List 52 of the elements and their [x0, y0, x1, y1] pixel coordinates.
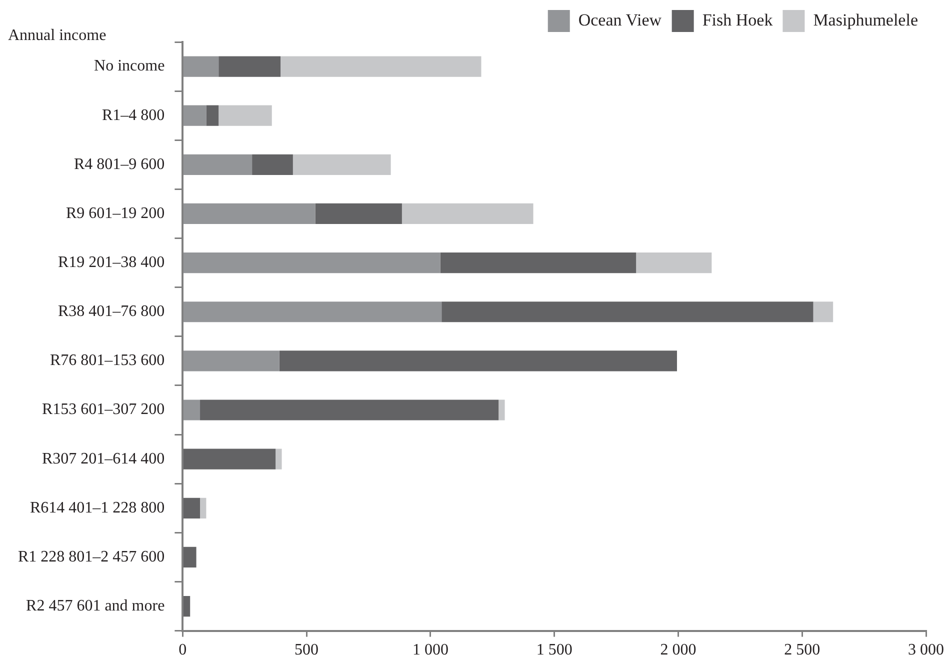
bar — [315, 203, 402, 224]
y-tick-label: R38 401–76 800 — [58, 303, 165, 320]
y-tick-label: R76 801–153 600 — [50, 352, 165, 370]
y-axis-title: Annual income — [8, 27, 106, 44]
y-tick-label: R9 601–19 200 — [66, 204, 165, 222]
y-tick-label: R1 228 801–2 457 600 — [18, 548, 165, 566]
y-tick-label: R2 457 601 and more — [26, 597, 165, 614]
bar — [218, 105, 272, 126]
x-tick-label: 2 500 — [784, 642, 820, 659]
bar — [183, 56, 219, 77]
legend-label: Ocean View — [578, 10, 662, 30]
x-tick-label: 1 500 — [536, 642, 572, 659]
bar — [183, 546, 196, 568]
legend-label: Fish Hoek — [702, 10, 774, 30]
y-tick-label: R1–4 800 — [102, 106, 165, 124]
legend-label: Masiphumelele — [813, 10, 918, 30]
bar — [813, 302, 834, 322]
bar — [183, 105, 206, 126]
bar — [206, 105, 219, 126]
y-tick-label: R614 401–1 228 800 — [30, 499, 165, 516]
bar — [440, 252, 636, 274]
x-tick-label: 3 000 — [908, 642, 944, 659]
bar — [279, 350, 677, 372]
x-tick-label: 500 — [294, 642, 319, 659]
x-tick-label: 2 000 — [660, 642, 696, 659]
bar — [442, 302, 814, 322]
bar — [200, 498, 206, 518]
bar — [183, 400, 200, 420]
y-tick-label: No income — [94, 58, 165, 75]
bar — [183, 302, 442, 322]
bar — [280, 56, 482, 77]
bar — [183, 203, 316, 224]
bar — [183, 252, 440, 274]
bar — [498, 400, 505, 420]
bar — [183, 498, 200, 518]
bar — [183, 448, 276, 470]
y-tick-label: R307 201–614 400 — [42, 450, 165, 468]
y-tick-label: R19 201–38 400 — [58, 254, 165, 272]
y-tick-label: R153 601–307 200 — [42, 401, 165, 418]
bar — [276, 448, 282, 470]
bar — [292, 154, 391, 175]
bar — [183, 596, 190, 617]
x-tick-label: 1 000 — [412, 642, 448, 659]
bar — [183, 350, 280, 372]
y-tick-label: R4 801–9 600 — [74, 156, 165, 173]
x-tick-label: 0 — [178, 642, 187, 659]
bar — [636, 252, 712, 274]
bar — [252, 154, 293, 175]
bar — [402, 203, 534, 224]
bar — [218, 56, 281, 77]
bar — [200, 400, 499, 420]
bar — [183, 154, 252, 175]
